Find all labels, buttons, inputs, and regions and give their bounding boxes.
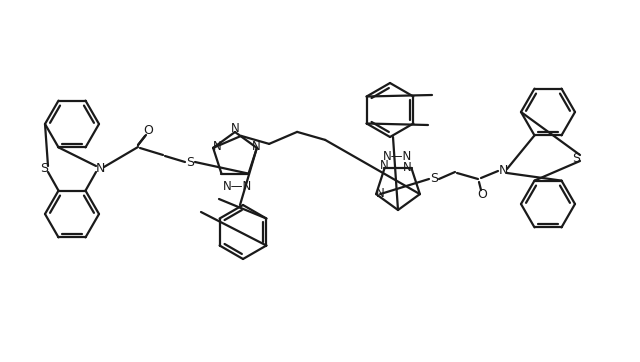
Text: N—N: N—N <box>383 151 413 164</box>
Text: N: N <box>403 161 412 174</box>
Text: N: N <box>380 159 389 172</box>
Text: S: S <box>186 156 194 168</box>
Text: O: O <box>143 123 153 136</box>
Text: N: N <box>376 186 385 199</box>
Text: O: O <box>477 189 487 202</box>
Text: N: N <box>212 140 221 153</box>
Text: N: N <box>230 122 239 135</box>
Text: N: N <box>499 164 508 177</box>
Text: S: S <box>40 163 48 176</box>
Text: S: S <box>430 173 438 185</box>
Text: N: N <box>252 140 260 153</box>
Text: N—N: N—N <box>223 180 253 193</box>
Text: S: S <box>572 152 580 164</box>
Text: N: N <box>95 163 105 176</box>
